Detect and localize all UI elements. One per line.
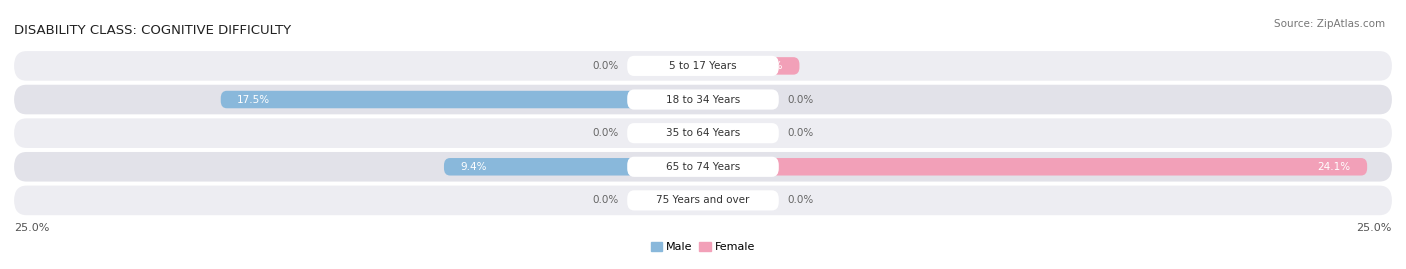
- FancyBboxPatch shape: [703, 158, 1367, 175]
- Text: 5 to 17 Years: 5 to 17 Years: [669, 61, 737, 71]
- FancyBboxPatch shape: [14, 85, 1392, 114]
- FancyBboxPatch shape: [444, 158, 703, 175]
- FancyBboxPatch shape: [627, 56, 779, 76]
- FancyBboxPatch shape: [627, 157, 779, 177]
- FancyBboxPatch shape: [703, 124, 772, 142]
- FancyBboxPatch shape: [703, 91, 772, 108]
- Text: 0.0%: 0.0%: [787, 128, 813, 138]
- Text: 9.4%: 9.4%: [461, 162, 486, 172]
- Text: 0.0%: 0.0%: [787, 195, 813, 206]
- FancyBboxPatch shape: [14, 152, 1392, 182]
- Text: 25.0%: 25.0%: [1357, 223, 1392, 233]
- Text: 0.0%: 0.0%: [593, 195, 619, 206]
- FancyBboxPatch shape: [634, 57, 703, 75]
- Text: 25.0%: 25.0%: [14, 223, 49, 233]
- FancyBboxPatch shape: [627, 190, 779, 210]
- FancyBboxPatch shape: [703, 57, 800, 75]
- Text: 17.5%: 17.5%: [238, 94, 270, 105]
- Text: 0.0%: 0.0%: [593, 61, 619, 71]
- Text: 18 to 34 Years: 18 to 34 Years: [666, 94, 740, 105]
- FancyBboxPatch shape: [627, 89, 779, 110]
- FancyBboxPatch shape: [634, 124, 703, 142]
- FancyBboxPatch shape: [14, 186, 1392, 215]
- FancyBboxPatch shape: [14, 118, 1392, 148]
- Text: 0.0%: 0.0%: [787, 94, 813, 105]
- Text: 65 to 74 Years: 65 to 74 Years: [666, 162, 740, 172]
- Text: DISABILITY CLASS: COGNITIVE DIFFICULTY: DISABILITY CLASS: COGNITIVE DIFFICULTY: [14, 24, 291, 37]
- FancyBboxPatch shape: [221, 91, 703, 108]
- Text: 35 to 64 Years: 35 to 64 Years: [666, 128, 740, 138]
- FancyBboxPatch shape: [634, 192, 703, 209]
- Text: Source: ZipAtlas.com: Source: ZipAtlas.com: [1274, 19, 1385, 29]
- FancyBboxPatch shape: [703, 192, 772, 209]
- Legend: Male, Female: Male, Female: [647, 237, 759, 256]
- Text: 24.1%: 24.1%: [1317, 162, 1351, 172]
- FancyBboxPatch shape: [627, 123, 779, 143]
- Text: 0.0%: 0.0%: [593, 128, 619, 138]
- Text: 3.5%: 3.5%: [756, 61, 783, 71]
- Text: 75 Years and over: 75 Years and over: [657, 195, 749, 206]
- FancyBboxPatch shape: [14, 51, 1392, 81]
